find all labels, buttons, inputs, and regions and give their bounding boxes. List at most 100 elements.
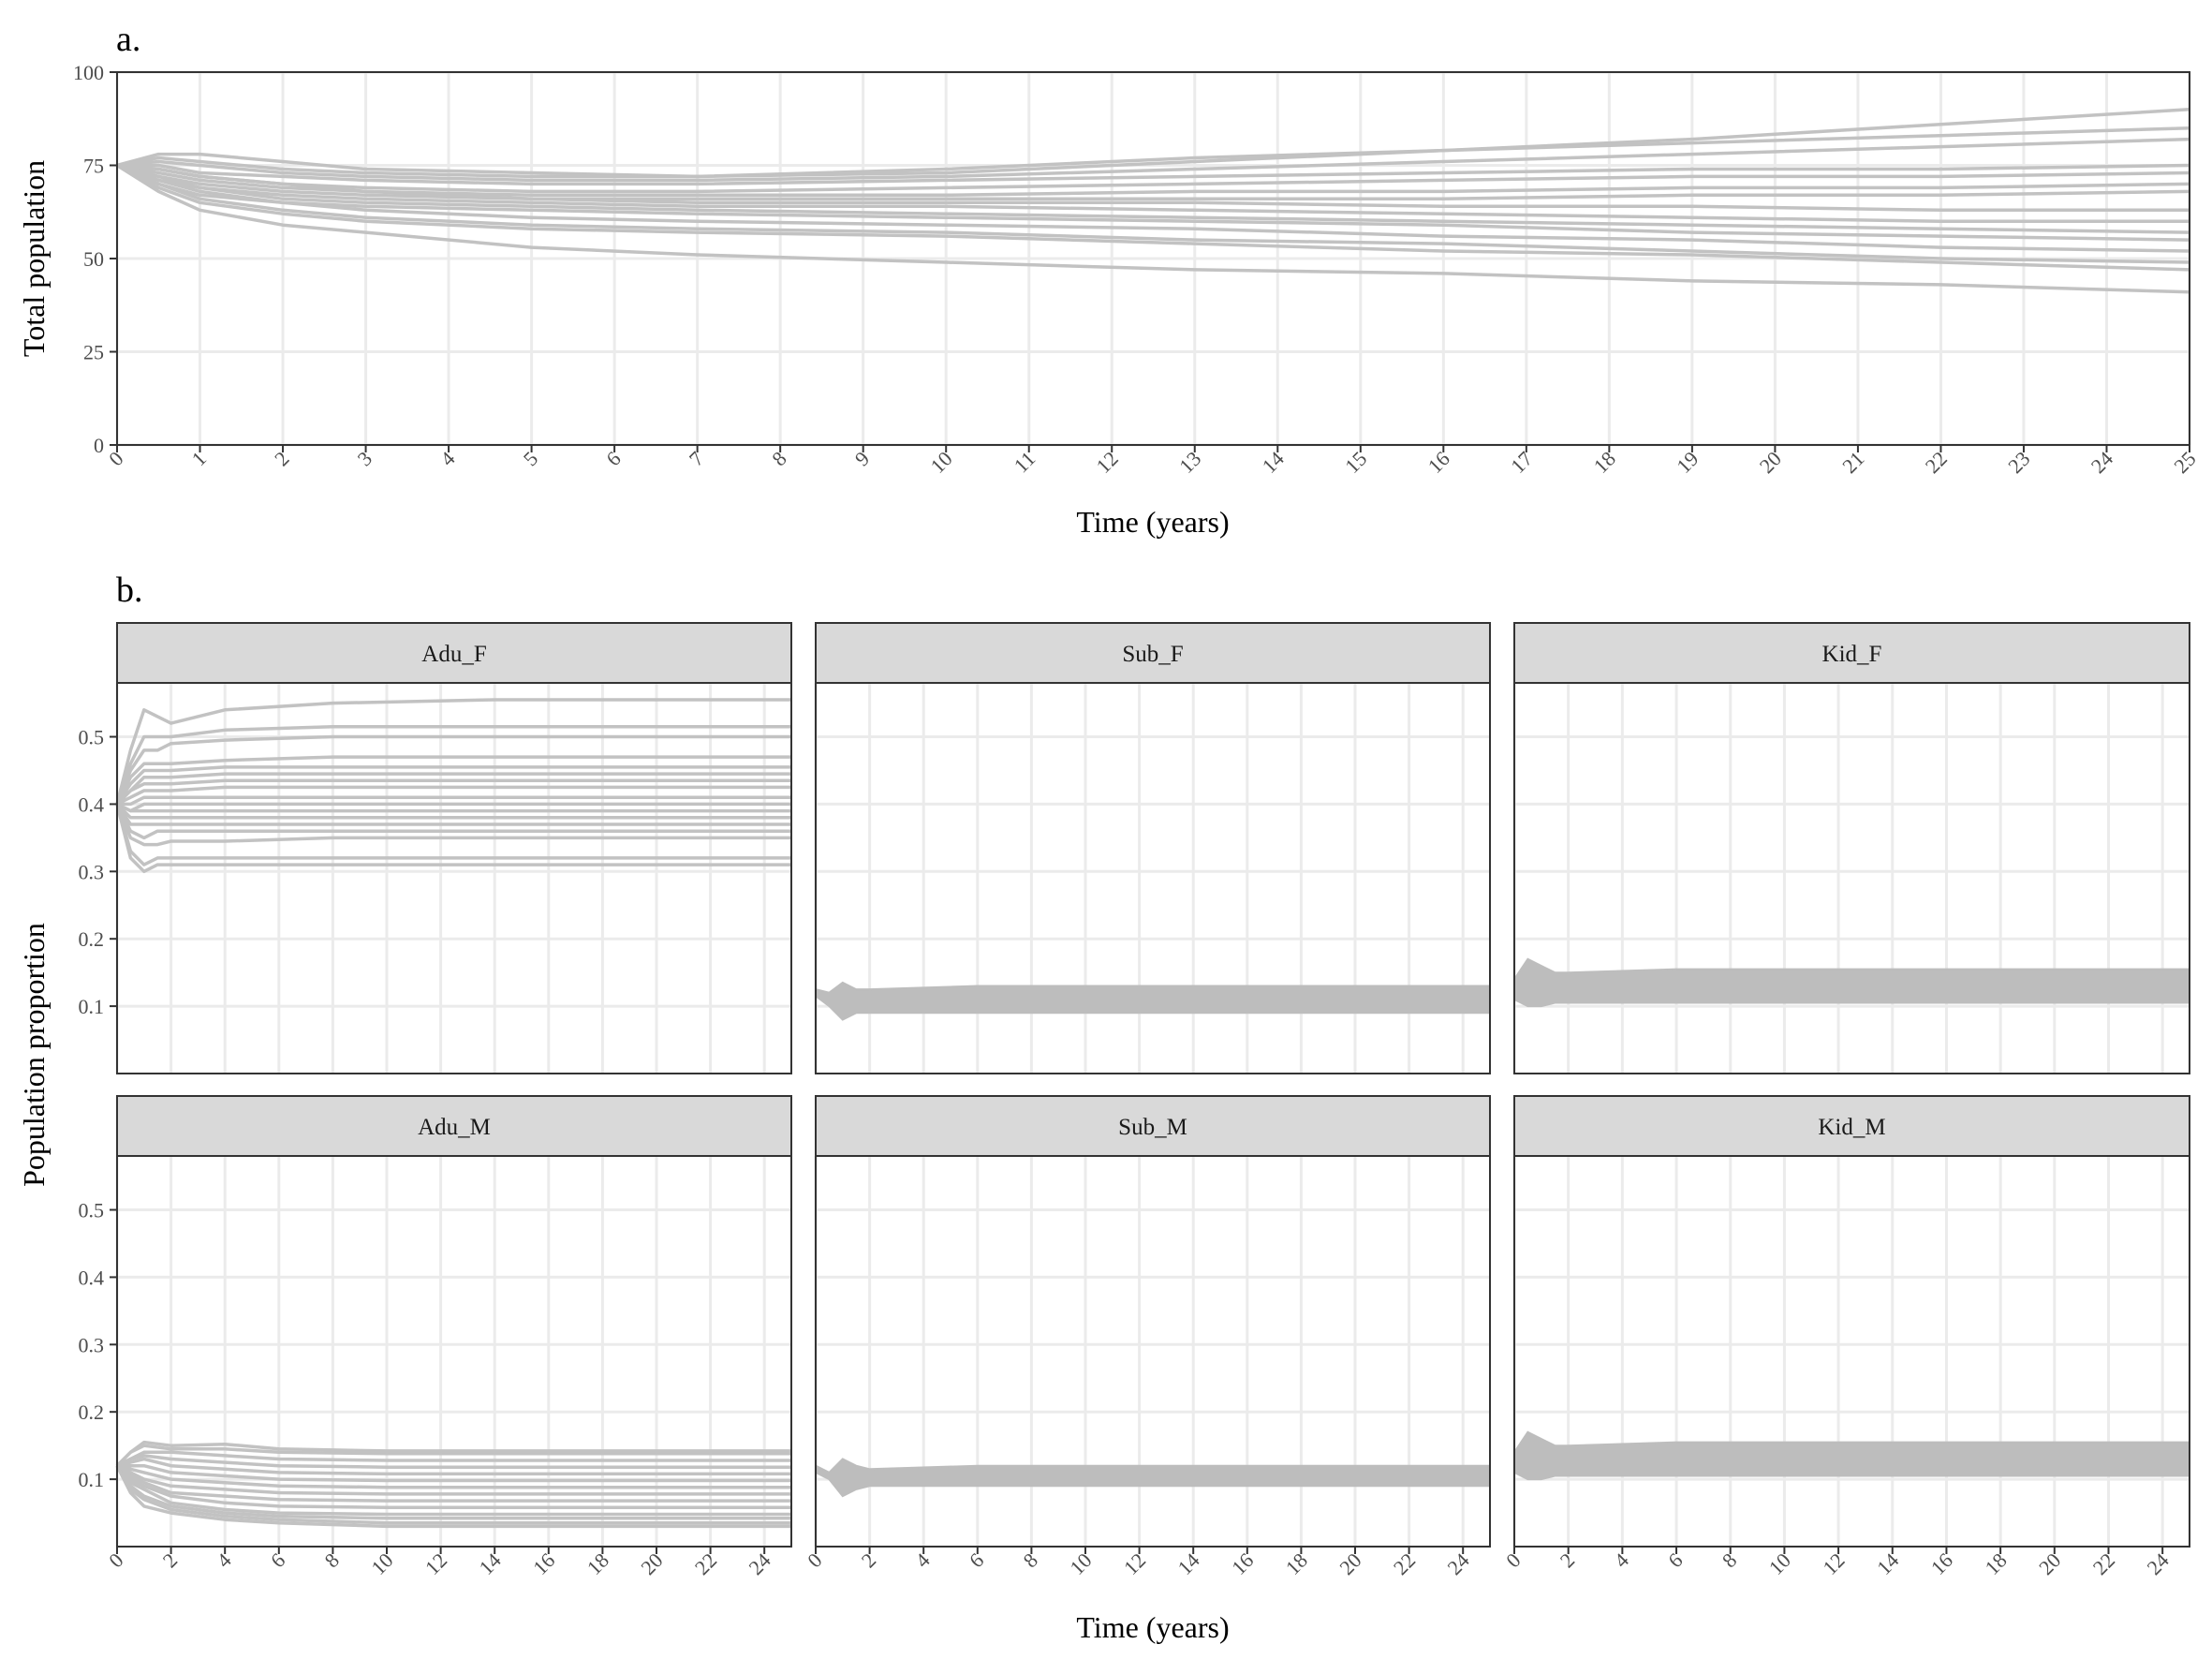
facet-strip-label: Kid_M bbox=[1818, 1115, 1885, 1140]
facet-series-line bbox=[117, 795, 791, 807]
facet-x-tick-label: 4 bbox=[1609, 1548, 1632, 1572]
facet-Sub_F: Sub_F bbox=[814, 622, 1491, 1074]
panel-a-series-line bbox=[116, 163, 2190, 234]
facet-x-tick-label: 14 bbox=[1872, 1548, 1903, 1579]
facet-x-tick-label: 2 bbox=[1556, 1548, 1579, 1572]
panel-a-x-tick-label: 22 bbox=[1921, 447, 1952, 478]
facet-strip bbox=[116, 1095, 792, 1157]
panel-a-x-tick-label: 13 bbox=[1174, 447, 1205, 478]
facet-series-band bbox=[1513, 1430, 2190, 1481]
panel-a-y-tick-label: 0 bbox=[94, 434, 104, 457]
facet-x-tick-label: 12 bbox=[1818, 1548, 1849, 1579]
panel-a-series-line bbox=[116, 163, 2190, 213]
panel-a-x-tick-label: 17 bbox=[1506, 447, 1537, 478]
facet-x-tick-label: 18 bbox=[1281, 1548, 1312, 1579]
facet-series-line bbox=[116, 1464, 791, 1489]
facet-x-tick-label: 20 bbox=[1335, 1548, 1365, 1579]
panel-a-x-tick-label: 24 bbox=[2087, 447, 2117, 478]
facet-x-tick-label: 8 bbox=[1018, 1548, 1041, 1572]
panel-a-x-tick-label: 6 bbox=[601, 447, 625, 470]
facet-frame bbox=[1513, 1155, 2190, 1548]
facet-x-tick-label: 2 bbox=[158, 1548, 182, 1572]
panel-a-x-tick-label: 21 bbox=[1837, 447, 1868, 478]
panel-a-series-line bbox=[116, 163, 2190, 272]
facet-x-tick-label: 24 bbox=[1443, 1548, 1474, 1579]
panel-a-y-axis-title: Total population bbox=[17, 160, 51, 357]
panel-b: b. Adu_F 0.1 0.2 0.3 0.4 0.5 Sub_F Kid_F Adu_M 0.… bbox=[17, 570, 2190, 1644]
facet-x-tick-label: 10 bbox=[366, 1548, 397, 1579]
facet-series-line bbox=[115, 698, 791, 805]
facet-x-tick-label: 10 bbox=[1764, 1548, 1795, 1579]
panel-a-x-tick-label: 16 bbox=[1423, 447, 1454, 478]
facet-series-line bbox=[115, 803, 791, 820]
facet-x-tick-label: 16 bbox=[528, 1548, 559, 1579]
panel-b-y-axis-title: Population proportion bbox=[17, 923, 51, 1187]
facet-series-line bbox=[115, 772, 791, 806]
panel-b-x-axis-title: Time (years) bbox=[1076, 1610, 1229, 1644]
facet-series-line bbox=[116, 1457, 791, 1476]
facet-x-tick-label: 0 bbox=[1501, 1548, 1525, 1572]
facet-x-tick-label: 22 bbox=[2088, 1548, 2119, 1579]
facet-series-band bbox=[815, 981, 1491, 1021]
panel-a-x-tick-label: 14 bbox=[1258, 447, 1289, 478]
facet-x-tick-label: 14 bbox=[475, 1548, 506, 1579]
facet-series-line bbox=[115, 1464, 791, 1517]
facet-series-line bbox=[115, 765, 791, 806]
panel-a-lines bbox=[116, 108, 2190, 294]
panel-a-x-tick-label: 3 bbox=[353, 447, 376, 470]
panel-a-x-tick-label: 0 bbox=[104, 447, 127, 470]
facet-series-band bbox=[1513, 957, 2190, 1008]
facet-Kid_F: Kid_F bbox=[1512, 622, 2190, 1074]
facet-series-line bbox=[115, 734, 791, 806]
facet-x-tick-label: 0 bbox=[803, 1548, 826, 1572]
facet-series-line bbox=[116, 802, 791, 813]
facet-series-line bbox=[115, 755, 791, 806]
facet-y-tick-label: 0.4 bbox=[79, 1266, 105, 1289]
panel-a-x-tick-label: 18 bbox=[1589, 447, 1620, 478]
facet-x-tick-label: 6 bbox=[266, 1548, 289, 1572]
facet-x-tick-label: 24 bbox=[2142, 1548, 2173, 1579]
panel-a-series-line bbox=[116, 126, 2190, 179]
panel-a-series-line bbox=[116, 164, 2190, 294]
facet-y-tick-label: 0.4 bbox=[79, 792, 105, 816]
facet-x-tick-label: 12 bbox=[420, 1548, 451, 1579]
facet-strip-label: Kid_F bbox=[1822, 642, 1882, 667]
facet-series-line bbox=[116, 802, 791, 813]
panel-a-x-tick-label: 19 bbox=[1672, 447, 1703, 478]
facet-series-band bbox=[815, 1458, 1491, 1498]
facet-x-tick-label: 8 bbox=[319, 1548, 343, 1572]
facet-y-tick-label: 0.2 bbox=[79, 1400, 105, 1424]
panel-a-x-tick-label: 12 bbox=[1092, 447, 1123, 478]
facet-series-line bbox=[117, 1463, 791, 1483]
facet-Adu_M: Adu_M0.10.20.30.40.50 2 4 6 8 10 12 14 16 18 20 22 2… bbox=[79, 1095, 792, 1579]
facet-series-line bbox=[116, 785, 791, 806]
facet-series-line bbox=[115, 803, 791, 840]
facet-series-line bbox=[115, 1464, 791, 1529]
panel-a-x-tick-label: 10 bbox=[926, 447, 957, 478]
panel-a-x-tick-label: 1 bbox=[187, 447, 211, 470]
panel-a-series-line bbox=[116, 163, 2190, 264]
facet-Adu_F: Adu_F 0.1 0.2 0.3 0.4 0.5 bbox=[79, 622, 792, 1074]
facet-y-tick-label: 0.3 bbox=[79, 1333, 105, 1356]
panel-a-series-line bbox=[117, 163, 2190, 186]
facet-strip bbox=[1513, 1095, 2190, 1157]
facet-series-line bbox=[115, 1464, 791, 1520]
panel-a-x-tick-label: 15 bbox=[1340, 447, 1371, 478]
panel-a-x-tick-label: 2 bbox=[270, 447, 293, 470]
panel-a-x-tick-label: 8 bbox=[767, 447, 790, 470]
facet-Kid_M: Kid_M0 2 4 6 8 10 12 14 16 18 20 22 24 bbox=[1501, 1095, 2190, 1579]
facet-y-tick-label: 0.1 bbox=[79, 995, 105, 1018]
panel-a-tag: a. bbox=[116, 20, 140, 59]
facet-y-tick-label: 0.5 bbox=[79, 1199, 105, 1222]
panel-a-series-line bbox=[116, 137, 2190, 183]
panel-a-x-tick-label: 5 bbox=[519, 447, 542, 470]
panel-a: a. 0 1 2 3 4 5 6 7 8 9 10 11 12 13 14 15 16 17 18 19 20 21 22 2… bbox=[17, 20, 2201, 539]
facet-x-tick-label: 22 bbox=[690, 1548, 721, 1579]
facet-x-tick-label: 22 bbox=[1389, 1548, 1420, 1579]
facet-x-tick-label: 20 bbox=[2034, 1548, 2065, 1579]
panel-a-series-line bbox=[116, 163, 2190, 198]
facet-frame bbox=[815, 682, 1491, 1074]
facet-x-tick-label: 20 bbox=[636, 1548, 667, 1579]
panel-a-x-tick-label: 7 bbox=[685, 447, 708, 470]
facet-Sub_M: Sub_M0 2 4 6 8 10 12 14 16 18 20 22 24 bbox=[803, 1095, 1491, 1579]
